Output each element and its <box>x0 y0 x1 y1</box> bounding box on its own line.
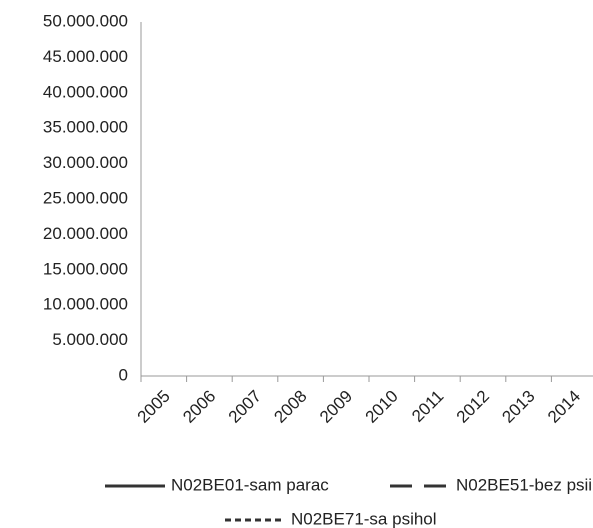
y-tick-label: 40.000.000 <box>43 82 128 101</box>
y-tick-label: 0 <box>119 365 128 384</box>
y-tick-label: 20.000.000 <box>43 224 128 243</box>
x-tick-label: 2014 <box>544 387 584 427</box>
legend-label: N02BE51-bez psiihc <box>456 475 593 494</box>
y-tick-label: 35.000.000 <box>43 118 128 137</box>
y-tick-label: 15.000.000 <box>43 259 128 278</box>
x-tick-label: 2011 <box>408 387 447 426</box>
y-tick-label: 45.000.000 <box>43 47 128 66</box>
x-tick-label: 2008 <box>270 387 310 427</box>
y-tick-label: 30.000.000 <box>43 153 128 172</box>
x-tick-label: 2007 <box>225 387 265 427</box>
x-tick-label: 2009 <box>316 387 356 427</box>
legend-label: N02BE71-sa psihol <box>291 509 437 528</box>
y-tick-label: 25.000.000 <box>43 188 128 207</box>
x-tick-label: 2012 <box>453 387 493 427</box>
x-tick-label: 2013 <box>498 387 538 427</box>
x-tick-label: 2005 <box>134 387 174 427</box>
y-tick-label: 5.000.000 <box>52 330 128 349</box>
x-tick-label: 2006 <box>179 387 219 427</box>
x-tick-label: 2010 <box>362 387 402 427</box>
legend-label: N02BE01-sam parac <box>171 475 329 494</box>
y-tick-label: 10.000.000 <box>43 295 128 314</box>
y-tick-label: 50.000.000 <box>43 11 128 30</box>
